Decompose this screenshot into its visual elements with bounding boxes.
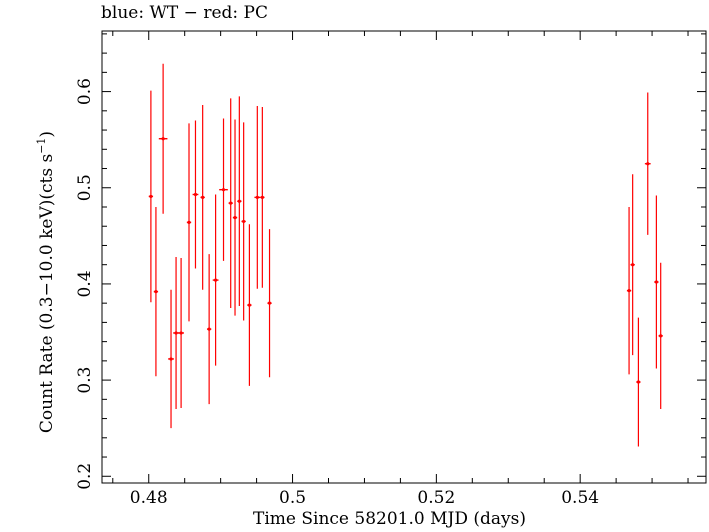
x-tick-label: 0.5 (279, 488, 306, 508)
point-marker (187, 220, 191, 224)
chart-title: blue: WT − red: PC (101, 3, 268, 23)
point-marker (646, 162, 650, 166)
point-marker (229, 201, 233, 205)
y-tick-label: 0.4 (75, 270, 95, 297)
point-marker (631, 263, 635, 267)
point-marker (233, 215, 237, 220)
y-axis-label-main: Count Rate (0.3−10.0 keV)(cts s (36, 153, 57, 434)
data-point (148, 90, 154, 303)
data-point (206, 254, 212, 405)
data-point (267, 229, 272, 378)
y-tick-label: 0.2 (75, 463, 95, 490)
point-marker (149, 194, 153, 199)
data-point (158, 63, 168, 214)
point-marker (154, 290, 158, 294)
point-marker (221, 188, 226, 192)
data-point (626, 206, 632, 375)
y-axis-label: Count Rate (0.3−10.0 keV)(cts s−1) (35, 131, 57, 433)
point-marker (193, 192, 198, 197)
data-point (630, 174, 635, 356)
y-axis-label-superscript: −1 (35, 137, 49, 154)
data-point (260, 106, 265, 288)
point-marker (169, 357, 173, 361)
x-axis-label: Time Since 58201.0 MJD (days) (253, 509, 526, 529)
point-marker (267, 301, 272, 305)
y-tick-label: 0.3 (75, 367, 95, 394)
y-axis-label-end: ) (36, 130, 57, 138)
data-point (219, 118, 228, 261)
point-marker (659, 334, 663, 338)
data-point (232, 119, 238, 316)
y-tick-label: 0.6 (75, 78, 95, 105)
data-point (168, 289, 174, 429)
x-tick-label: 0.54 (561, 488, 599, 508)
x-tick-label: 0.52 (417, 488, 455, 508)
data-point (153, 206, 159, 377)
data-point (658, 262, 663, 409)
point-marker (242, 219, 246, 224)
data-points (148, 63, 663, 447)
data-point (192, 120, 199, 269)
point-marker (237, 199, 241, 203)
point-marker (636, 380, 641, 384)
plot-frame (101, 30, 707, 484)
point-marker (179, 331, 183, 335)
data-point (200, 105, 205, 290)
point-marker (255, 195, 259, 199)
point-marker (174, 331, 178, 335)
point-marker (247, 303, 252, 307)
point-marker (201, 195, 205, 199)
axis-ticks (102, 31, 706, 483)
point-marker (207, 327, 211, 331)
data-point (173, 257, 179, 409)
data-point (178, 257, 184, 408)
data-point (241, 122, 246, 321)
data-point (237, 96, 242, 307)
data-point (636, 317, 641, 447)
data-point (212, 194, 219, 366)
data-point (186, 123, 192, 322)
point-marker (260, 195, 264, 199)
axis-tick-labels: 0.48 0.5 0.52 0.54 0.2 0.3 0.4 0.5 0.6 (75, 78, 599, 508)
point-marker (654, 280, 658, 284)
x-tick-label: 0.48 (130, 488, 168, 508)
point-marker (161, 137, 165, 141)
point-marker (214, 278, 218, 282)
y-tick-label: 0.5 (75, 174, 95, 201)
data-point (228, 98, 233, 308)
data-point (644, 92, 651, 235)
data-point (247, 224, 252, 386)
point-marker (627, 289, 631, 293)
data-point (254, 106, 261, 289)
data-point (654, 195, 659, 369)
